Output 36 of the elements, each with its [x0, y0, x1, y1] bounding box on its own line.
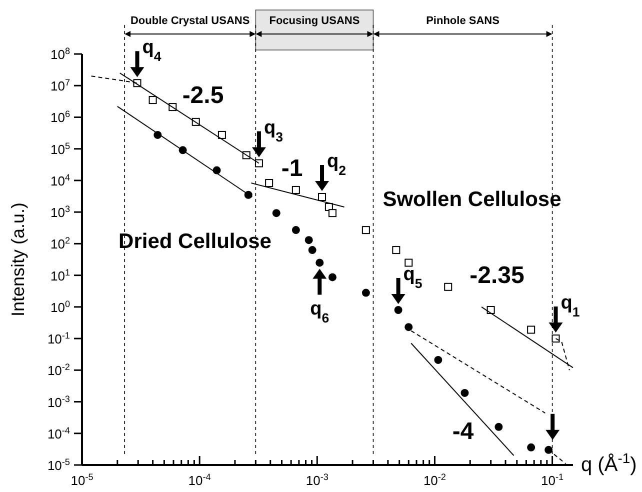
y-tick-label: 10$^{-5}$ — [47, 457, 70, 473]
y-tick-label: 10$^{2}$ — [50, 236, 70, 252]
annotation: q$_{2}$ — [327, 150, 346, 178]
y-tick-label: 10$^{8}$ — [50, 46, 70, 62]
x-tick-label: 10$^{-3}$ — [306, 472, 328, 488]
annotation: -2.5 — [182, 82, 224, 110]
x-tick-label: 10$^{-5}$ — [70, 472, 94, 488]
annotation: Dried Cellulose — [118, 230, 272, 253]
y-tick-label: 10$^{6}$ — [50, 109, 70, 126]
y-tick-label: 10$^{5}$ — [50, 140, 70, 157]
y-axis-title: Intensity (a.u.) — [8, 202, 28, 317]
y-tick-label: 10$^{1}$ — [50, 267, 70, 284]
text: Pinhole SANS — [426, 15, 500, 27]
annotation: -4 — [452, 418, 474, 446]
y-tick-label: 10$^{-4}$ — [47, 425, 70, 442]
annotation: q$_{3}$ — [264, 117, 283, 144]
annotation: q$_{6}$ — [310, 298, 330, 326]
annotation: q$_{5}$ — [403, 264, 423, 290]
y-tick-label: 10$^{0}$ — [50, 298, 70, 315]
annotation: -2.35 — [470, 262, 524, 290]
y-tick-label: 10$^{-3}$ — [47, 394, 70, 410]
x-tick-label: 10$^{-1}$ — [541, 472, 564, 488]
annotation: q$_{4}$ — [142, 37, 162, 64]
y-tick-label: 10$^{7}$ — [50, 78, 70, 94]
y-tick-label: 10$^{-1}$ — [47, 330, 70, 347]
annotation: q$_{1}$ — [560, 292, 580, 320]
x-axis-title: q (Å$^{-1}$) — [581, 450, 637, 476]
x-tick-label: 10$^{-4}$ — [188, 472, 211, 488]
y-tick-label: 10$^{3}$ — [50, 204, 70, 220]
annotation: -1 — [281, 155, 303, 182]
y-tick-label: 10$^{4}$ — [50, 172, 70, 188]
text: Double Crystal USANS — [130, 15, 250, 27]
text: Focusing USANS — [269, 15, 360, 27]
annotation: Swollen Cellulose — [382, 188, 562, 211]
y-tick-label: 10$^{-2}$ — [47, 362, 70, 378]
x-tick-label: 10$^{-2}$ — [423, 472, 446, 488]
